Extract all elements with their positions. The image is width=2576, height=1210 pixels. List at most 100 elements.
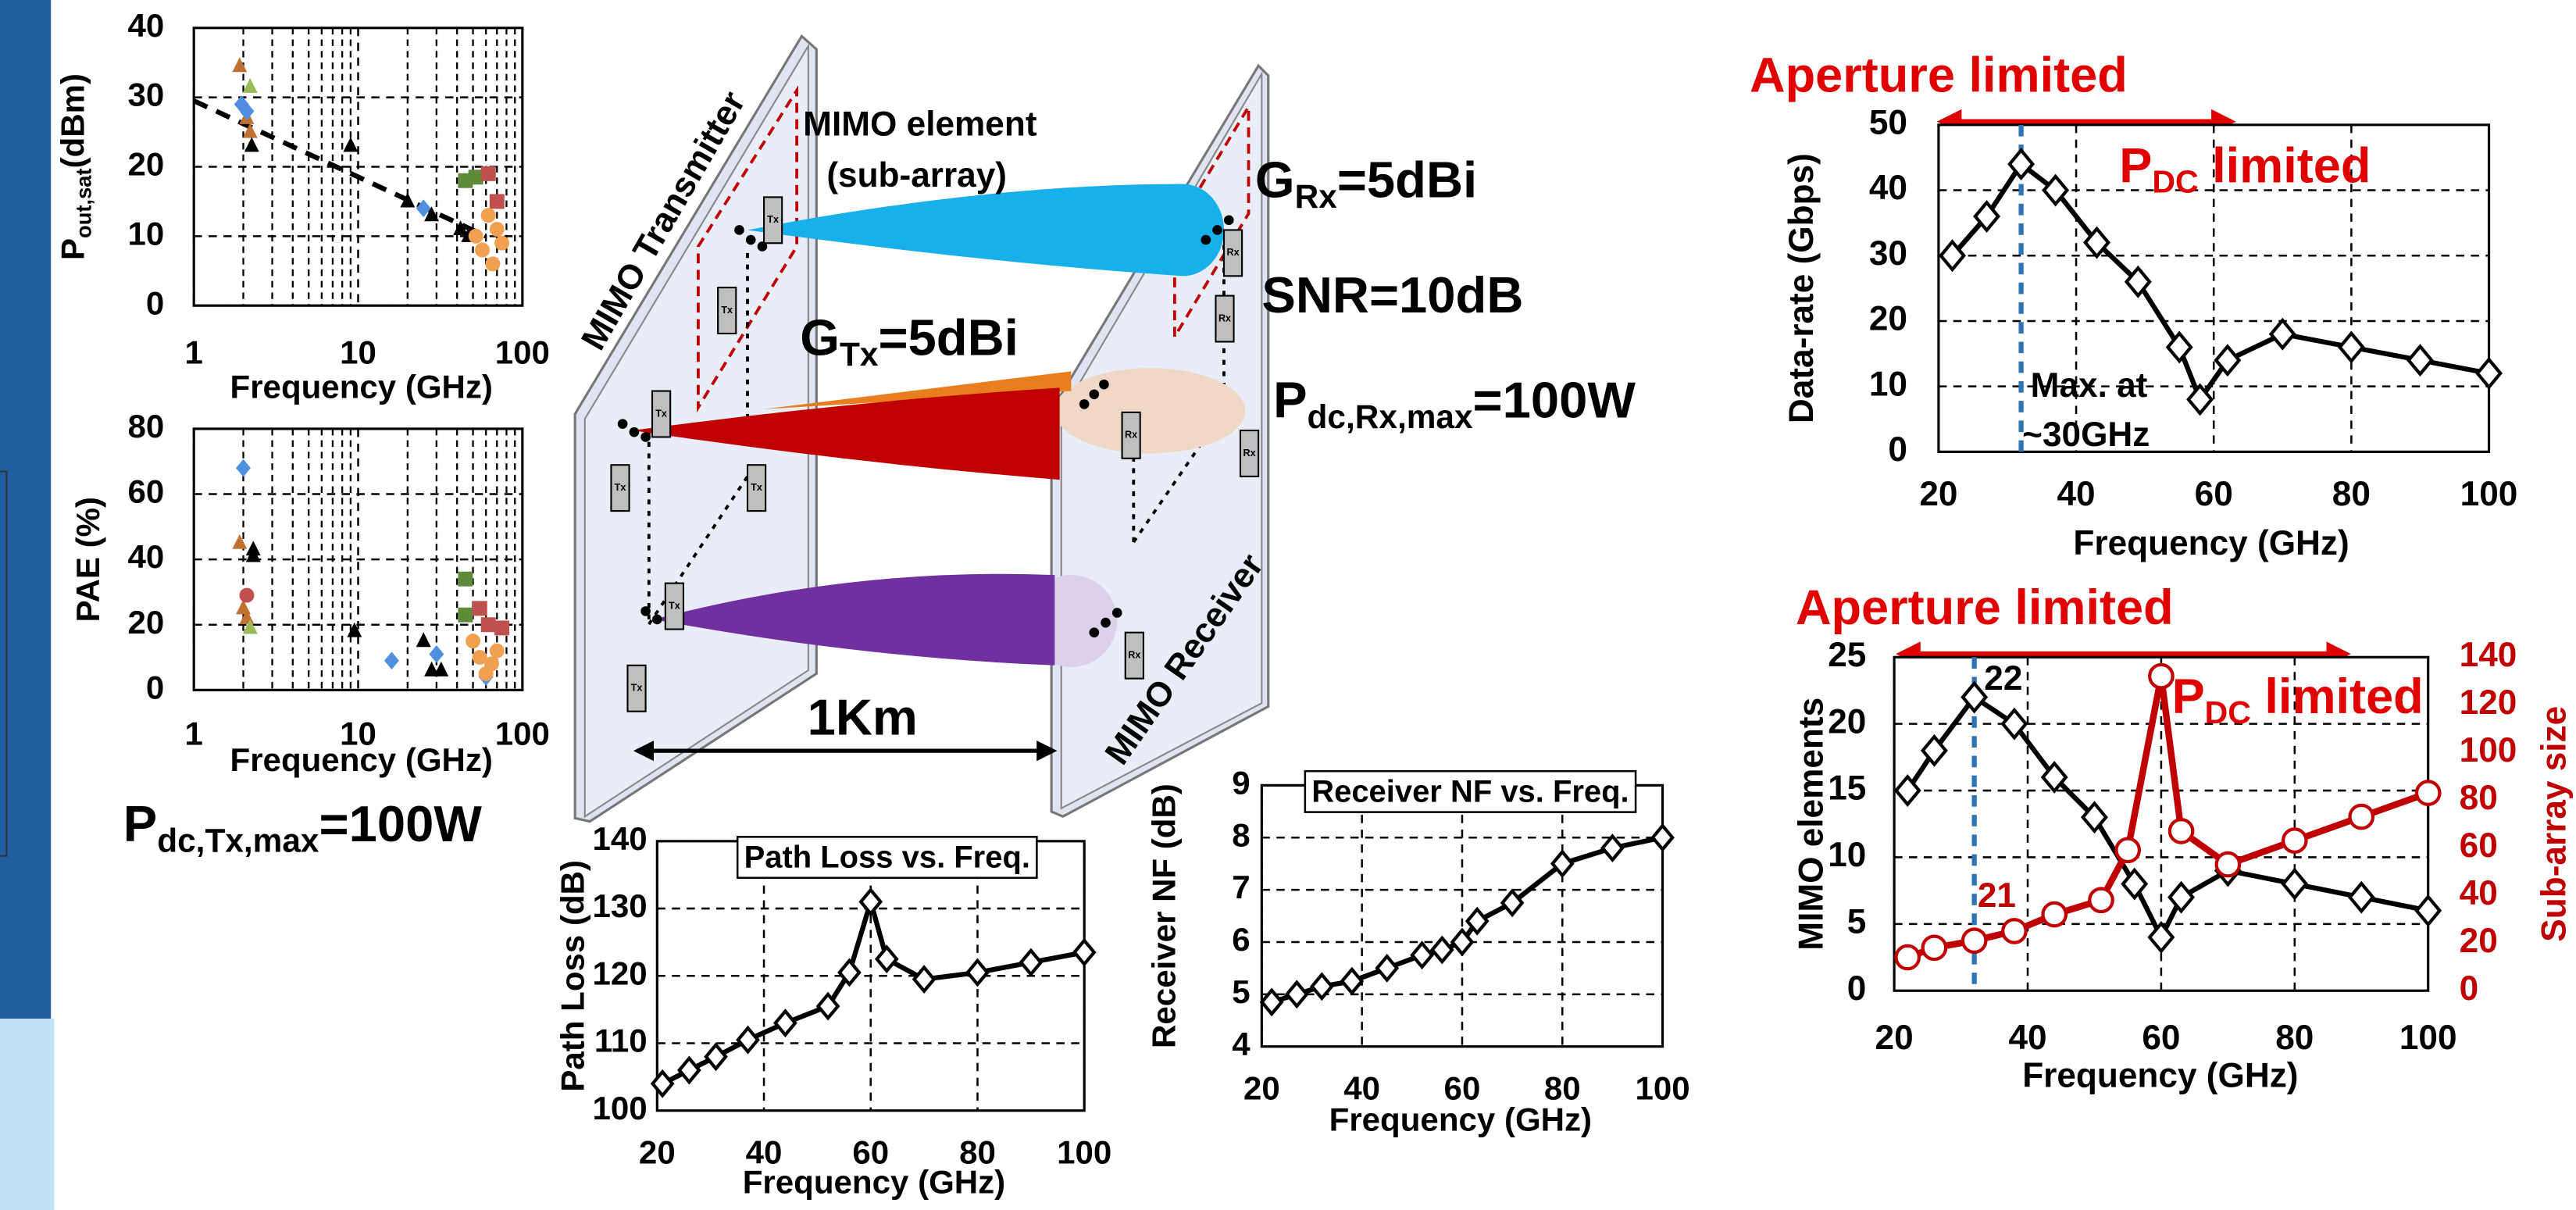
element-tag: Rx <box>1243 448 1256 459</box>
marker <box>2042 173 2070 207</box>
y2-axis-label: Sub-array size <box>2535 706 2573 942</box>
annotation-part: DC <box>2152 163 2198 199</box>
marker <box>837 958 862 987</box>
x-axis-label: Frequency (GHz) <box>2073 524 2349 562</box>
marker <box>704 1042 728 1072</box>
x-tick-label: 20 <box>1875 1019 1914 1057</box>
x-tick-label: 100 <box>2399 1019 2457 1057</box>
marker <box>242 77 258 93</box>
gain-label-part: =5dBi <box>878 309 1018 366</box>
y-tick-label: 6 <box>1232 921 1250 958</box>
y-tick-label: 5 <box>1232 973 1250 1010</box>
x-tick-label: 60 <box>2142 1019 2180 1057</box>
beam-spot <box>1054 368 1246 454</box>
marker <box>234 95 249 113</box>
marker <box>1973 200 2001 233</box>
chart-title: Path Loss vs. Freq. <box>744 841 1030 875</box>
y-tick-label: 120 <box>593 955 648 991</box>
x-tick-label: 40 <box>1343 1070 1380 1107</box>
power-label: Pdc,Tx,max=100W <box>123 795 483 859</box>
y-axis-label-part: P <box>55 238 91 260</box>
marker <box>1500 888 1525 918</box>
marker <box>458 571 473 587</box>
element-box <box>1222 229 1243 277</box>
marker <box>484 656 499 672</box>
x-axis-label: Frequency (GHz) <box>2022 1056 2298 1094</box>
marker <box>480 208 496 223</box>
element-tag: Tx <box>655 408 667 419</box>
y-tick-label: 8 <box>1232 816 1250 853</box>
y-axis-label: Path Loss (dB) <box>554 860 590 1092</box>
marker <box>912 965 937 994</box>
marker <box>650 1069 675 1098</box>
x-tick-label: 100 <box>2460 475 2518 513</box>
marker <box>1340 966 1365 996</box>
marker <box>773 1008 797 1038</box>
element-box <box>626 664 647 712</box>
marker <box>1465 906 1490 936</box>
y2-tick-label: 120 <box>2460 684 2517 722</box>
marker <box>2041 901 2068 928</box>
marker <box>2088 887 2114 914</box>
y-tick-label: 20 <box>128 146 165 183</box>
marker <box>1600 833 1625 863</box>
y2-tick-label: 100 <box>2460 731 2517 769</box>
plot-frame <box>1937 123 2491 453</box>
diagram <box>573 34 1270 823</box>
x-axis-label: Frequency (GHz) <box>743 1164 1005 1201</box>
marker <box>2414 780 2442 806</box>
y2-tick-label: 140 <box>2460 636 2517 674</box>
marker <box>468 228 483 244</box>
marker <box>2414 894 2442 927</box>
marker <box>1961 927 1988 955</box>
x-tick-label: 40 <box>2008 1019 2046 1057</box>
y-tick-label: 30 <box>1869 234 1907 273</box>
marker <box>1550 849 1575 879</box>
plot-area <box>1261 785 1663 1047</box>
beam <box>764 371 1072 409</box>
element-box <box>651 390 672 438</box>
marker <box>472 650 487 666</box>
y-axis-label-part: (dBm) <box>55 73 91 168</box>
y-tick-label: 50 <box>1869 104 1907 142</box>
marker <box>2337 330 2365 364</box>
annotation: Aperture limited <box>1796 580 2174 635</box>
x-tick-label: 20 <box>1919 475 1957 513</box>
element-box <box>1215 294 1235 343</box>
x-tick-label: 1 <box>184 715 202 751</box>
annotation: ~30GHz <box>2022 416 2150 454</box>
marker <box>475 242 490 258</box>
element-box <box>1239 429 1260 477</box>
y-axis-label-part: out,sat <box>72 168 96 238</box>
side-block <box>0 1018 55 1210</box>
power-label-part: dc,Rx,max <box>1308 398 1473 435</box>
snr-label: SNR=10dB <box>1261 266 1523 323</box>
element-box <box>717 287 737 334</box>
x-tick-label: 80 <box>1544 1070 1581 1107</box>
marker <box>2268 317 2296 351</box>
x-axis-label: Frequency (GHz) <box>230 369 493 405</box>
marker <box>874 944 899 974</box>
marker <box>480 166 496 181</box>
marker <box>485 256 501 272</box>
marker <box>815 991 840 1021</box>
marker <box>2281 827 2308 854</box>
marker <box>400 192 416 208</box>
y-tick-label: 140 <box>593 820 648 857</box>
subarray-box <box>697 85 799 413</box>
gain-label: GRx=5dBi <box>1255 152 1477 216</box>
y-tick-label: 110 <box>594 1023 648 1059</box>
element-box <box>610 464 630 512</box>
y-tick-label: 40 <box>128 538 165 575</box>
marker <box>1921 934 1948 962</box>
marker <box>245 547 261 562</box>
x-tick-label: 100 <box>495 715 550 751</box>
marker <box>2167 880 2196 914</box>
marker <box>244 137 259 152</box>
marker <box>424 661 440 676</box>
marker <box>2475 356 2503 390</box>
marker <box>1019 948 1044 977</box>
annotation: Aperture limited <box>1750 48 2128 103</box>
marker <box>2148 662 2175 690</box>
marker <box>2281 867 2309 901</box>
